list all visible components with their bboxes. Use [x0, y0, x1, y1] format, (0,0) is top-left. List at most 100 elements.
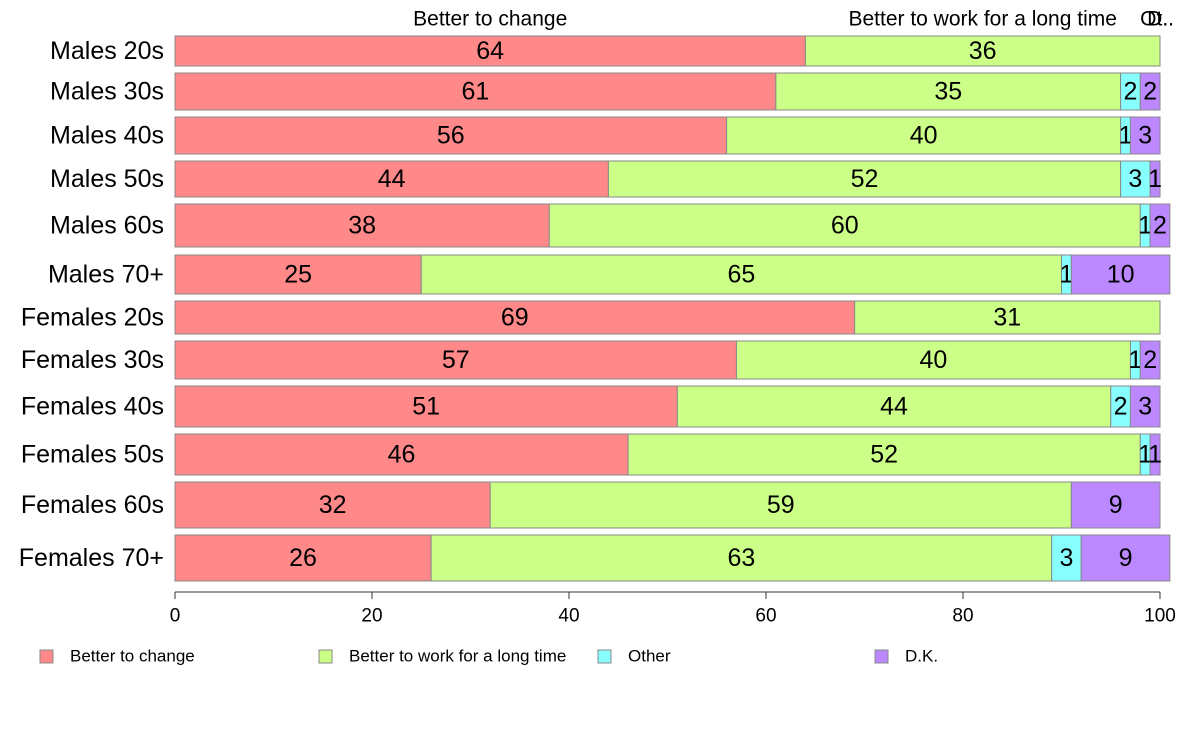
- bar-value-label: 61: [462, 78, 490, 106]
- bar-value-label: 2: [1123, 78, 1137, 106]
- category-label: Males 50s: [50, 165, 164, 193]
- bar-segment: [726, 116, 1122, 155]
- bar-segment: [1070, 254, 1171, 295]
- bar-value-label: 9: [1109, 491, 1123, 519]
- legend-swatch: [597, 649, 612, 664]
- bar-segment: [430, 534, 1053, 582]
- bar-segment: [1129, 116, 1161, 155]
- category-label: Females 40s: [21, 393, 164, 421]
- bar-value-label: 3: [1059, 544, 1073, 572]
- bar-segment: [1139, 72, 1161, 111]
- bar-segment: [1070, 481, 1161, 529]
- category-label: Females 50s: [21, 441, 164, 469]
- legend-label: Better to change: [70, 647, 195, 666]
- top-series-label: Better to change: [413, 8, 567, 31]
- bar-value-label: 59: [767, 491, 795, 519]
- bar-segment: [1080, 534, 1171, 582]
- bar-value-label: 36: [969, 37, 997, 65]
- bar-value-label: 2: [1143, 78, 1157, 106]
- bar-value-label: 1: [1128, 346, 1142, 374]
- bar-value-label: 38: [348, 212, 376, 240]
- bar-segment: [1120, 160, 1151, 198]
- bar-value-label: 64: [476, 37, 504, 65]
- bar-value-label: 3: [1138, 393, 1152, 421]
- bar-value-label: 44: [378, 165, 406, 193]
- bar-value-label: 9: [1119, 544, 1133, 572]
- bar-segment: [627, 433, 1141, 476]
- bar-value-label: 25: [284, 261, 312, 289]
- bar-value-label: 46: [388, 441, 416, 469]
- bar-value-label: 2: [1153, 212, 1167, 240]
- bar-segment: [174, 340, 737, 380]
- bar-value-label: 1: [1119, 122, 1133, 150]
- bar-segment: [676, 385, 1112, 428]
- bar-segment: [735, 340, 1131, 380]
- bar-segment: [804, 35, 1161, 67]
- bar-value-label: 3: [1128, 165, 1142, 193]
- bar-value-label: 1: [1148, 441, 1162, 469]
- bar-segment: [854, 300, 1161, 335]
- bar-value-label: 2: [1143, 346, 1157, 374]
- bar-segment: [174, 481, 491, 529]
- bar-value-label: 65: [727, 261, 755, 289]
- bar-value-label: 44: [880, 393, 908, 421]
- category-label: Females 30s: [21, 346, 164, 374]
- legend-swatch: [318, 649, 333, 664]
- bar-segment: [174, 72, 777, 111]
- legend-label: D.K.: [905, 647, 938, 666]
- bar-value-label: 56: [437, 122, 465, 150]
- bar-value-label: 57: [442, 346, 470, 374]
- bar-segment: [174, 203, 550, 248]
- category-label: Males 30s: [50, 78, 164, 106]
- x-tick-label: 40: [558, 606, 579, 627]
- bar-segment: [174, 385, 678, 428]
- category-label: Males 70+: [48, 261, 164, 289]
- bar-segment: [1149, 203, 1171, 248]
- bar-value-label: 35: [934, 78, 962, 106]
- bar-value-label: 40: [920, 346, 948, 374]
- bar-segment: [1051, 534, 1082, 582]
- bar-segment: [174, 300, 856, 335]
- bar-segment: [1129, 385, 1161, 428]
- bar-value-label: 32: [319, 491, 347, 519]
- legend-swatch: [874, 649, 889, 664]
- bar-value-label: 52: [870, 441, 898, 469]
- bar-value-label: 60: [831, 212, 859, 240]
- category-label: Males 60s: [50, 212, 164, 240]
- bar-value-label: 1: [1059, 261, 1073, 289]
- bar-value-label: 52: [851, 165, 879, 193]
- bar-segment: [1149, 160, 1161, 198]
- bar-segment: [1139, 340, 1161, 380]
- bar-segment: [174, 160, 609, 198]
- bar-value-label: 31: [993, 304, 1021, 332]
- bar-value-label: 26: [289, 544, 317, 572]
- bar-value-label: 2: [1114, 393, 1128, 421]
- x-tick-label: 80: [952, 606, 973, 627]
- bar-segment: [548, 203, 1141, 248]
- bar-segment: [174, 116, 728, 155]
- bar-value-label: 63: [727, 544, 755, 572]
- bar-value-label: 3: [1138, 122, 1152, 150]
- top-series-label: Ot..: [1140, 8, 1174, 31]
- x-tick-label: 100: [1144, 606, 1176, 627]
- x-tick-label: 60: [755, 606, 776, 627]
- bar-value-label: 69: [501, 304, 529, 332]
- category-label: Males 20s: [50, 37, 164, 65]
- bar-value-label: 1: [1138, 441, 1152, 469]
- top-series-label: D..: [1147, 8, 1174, 31]
- bar-value-label: 1: [1148, 165, 1162, 193]
- bar-segment: [174, 433, 629, 476]
- category-label: Females 70+: [19, 544, 164, 572]
- legend-label: Other: [628, 647, 671, 666]
- category-label: Males 40s: [50, 122, 164, 150]
- category-label: Females 20s: [21, 304, 164, 332]
- x-tick-label: 20: [361, 606, 382, 627]
- x-tick-label: 0: [170, 606, 181, 627]
- bar-value-label: 10: [1107, 261, 1135, 289]
- bar-segment: [1149, 433, 1161, 476]
- bar-segment: [174, 35, 806, 67]
- bar-segment: [489, 481, 1072, 529]
- category-label: Females 60s: [21, 491, 164, 519]
- bar-value-label: 1: [1138, 212, 1152, 240]
- bar-value-label: 40: [910, 122, 938, 150]
